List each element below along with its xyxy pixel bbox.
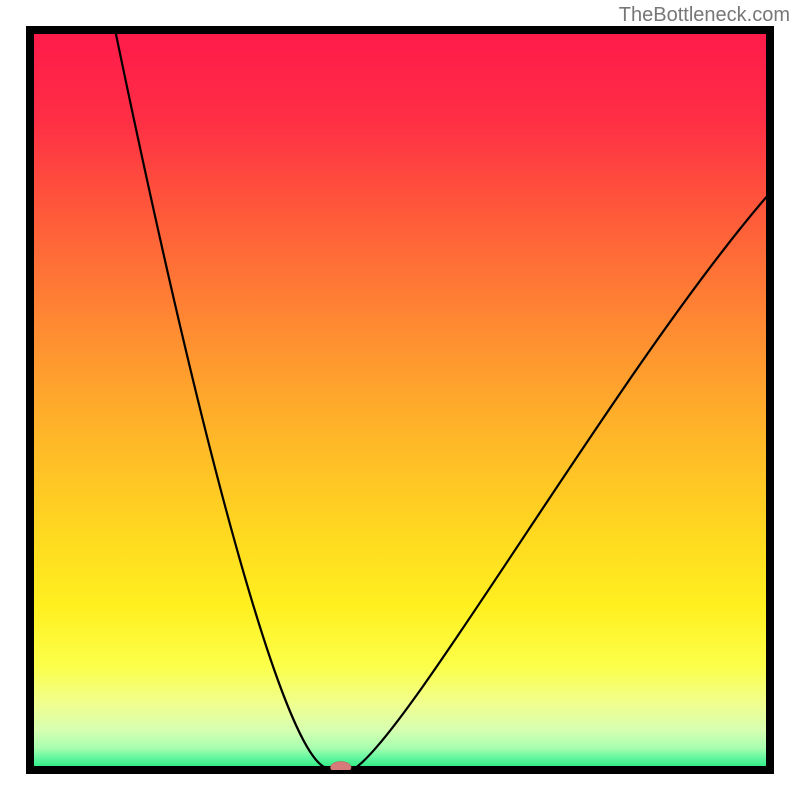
- bottleneck-chart: [0, 0, 800, 800]
- chart-container: TheBottleneck.com: [0, 0, 800, 800]
- watermark-text: TheBottleneck.com: [619, 4, 790, 27]
- gradient-background: [30, 30, 770, 770]
